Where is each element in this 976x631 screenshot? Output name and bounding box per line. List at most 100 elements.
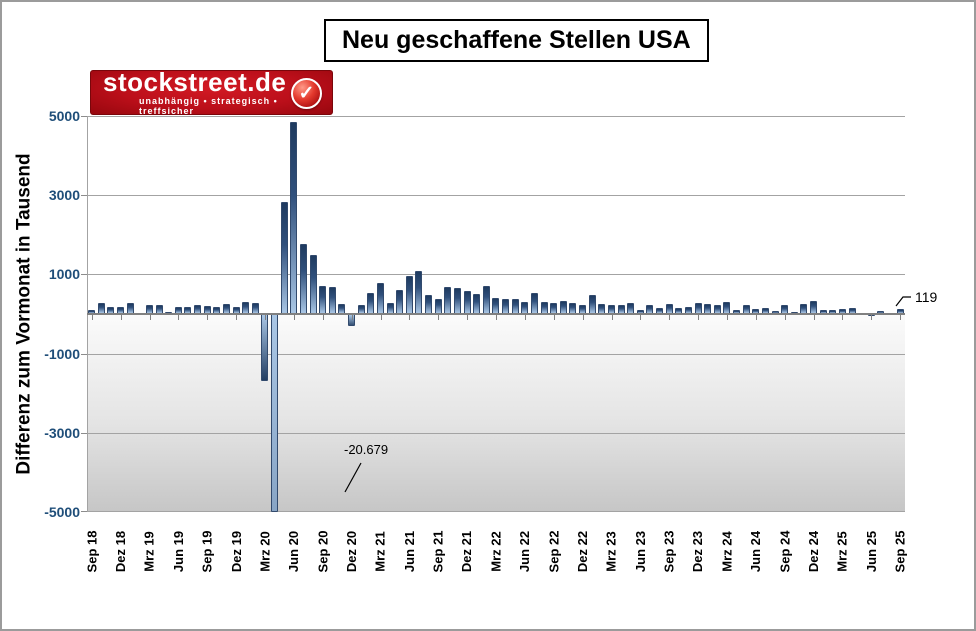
x-tick-label: Dez 18 (113, 530, 129, 572)
bar (473, 294, 481, 314)
chart-title: Neu geschaffene Stellen USA (342, 26, 691, 54)
logo-brand-text: stockstreet.de (103, 67, 287, 97)
x-tick-label-wrap: Sep 19 (176, 518, 238, 584)
quarter-tick (727, 315, 728, 320)
quarter-tick (900, 315, 902, 320)
x-tick-label-wrap: Jun 20 (263, 518, 325, 584)
quarter-tick (669, 315, 671, 320)
x-tick-label-wrap: Jun 19 (147, 518, 209, 584)
x-tick-label: Sep 24 (777, 530, 793, 572)
x-tick-label-wrap: Jun 24 (725, 518, 787, 584)
bar (511, 298, 519, 314)
y-tick-label: 1000 (48, 266, 80, 283)
quarter-tick (553, 315, 555, 320)
bar (434, 299, 442, 314)
x-tick-label: Sep 19 (199, 530, 215, 572)
bar (502, 299, 509, 314)
x-tick-label: Dez 24 (806, 530, 822, 572)
quarter-tick (120, 315, 122, 320)
stockstreet-logo: stockstreet.de unabhängig • strategisch … (90, 67, 333, 116)
x-tick-label-wrap: Jun 21 (378, 518, 440, 584)
x-tick-label-wrap: Mrz 24 (696, 518, 758, 584)
quarter-tick (698, 315, 700, 320)
bar (271, 314, 278, 512)
quarter-tick (178, 315, 180, 320)
y-axis-tick (81, 432, 87, 434)
x-tick-label-wrap: Sep 18 (61, 518, 123, 584)
x-tick-label: Jun 20 (286, 530, 302, 572)
bar (309, 255, 317, 314)
x-tick-label: Dez 19 (228, 530, 244, 572)
x-tick-label: Mrz 25 (834, 530, 850, 572)
quarter-tick (380, 315, 382, 320)
quarter-tick (438, 315, 440, 320)
x-tick-label: Dez 23 (690, 530, 706, 572)
x-tick-label-wrap: Dez 18 (90, 518, 152, 584)
x-tick-label-wrap: Sep 22 (523, 518, 585, 584)
quarter-tick (871, 315, 873, 320)
bar (261, 314, 269, 381)
gridline (87, 274, 905, 275)
x-tick-label-wrap: Sep 23 (638, 518, 700, 584)
bar (444, 287, 452, 314)
bar (290, 122, 298, 314)
quarter-tick (91, 315, 93, 320)
x-tick-label-wrap: Sep 20 (292, 518, 354, 584)
y-axis-tick (81, 511, 87, 512)
x-tick-label-wrap: Mrz 20 (234, 518, 296, 584)
x-tick-label: Sep 23 (661, 530, 677, 572)
x-tick-label-wrap: Jun 23 (609, 518, 671, 584)
x-tick-label: Mrz 21 (373, 530, 388, 572)
x-tick-label: Jun 25 (863, 530, 879, 572)
quarter-tick (293, 315, 295, 320)
quarter-tick (236, 315, 238, 320)
check-icon: ✓ (291, 78, 322, 109)
bar (453, 288, 461, 314)
x-tick-label-wrap: Dez 22 (552, 518, 614, 584)
plot-area (87, 116, 905, 512)
x-tick-label-wrap: Mrz 19 (119, 518, 181, 584)
x-tick-label: Sep 25 (892, 530, 908, 572)
quarter-tick (207, 315, 209, 320)
y-tick-label: -3000 (44, 424, 80, 441)
quarter-tick (842, 315, 844, 320)
x-tick-label-wrap: Jun 22 (494, 518, 556, 584)
x-tick-label: Jun 24 (748, 530, 764, 572)
bar (376, 282, 384, 314)
x-tick-label: Sep 20 (315, 530, 331, 572)
negative-region-background (87, 314, 905, 512)
quarter-tick (467, 315, 469, 320)
y-axis-tick (81, 195, 87, 197)
y-axis-tick (81, 274, 87, 276)
bar (328, 287, 336, 314)
x-tick-label: Mrz 19 (142, 530, 158, 572)
bar (463, 290, 471, 314)
quarter-tick (322, 315, 324, 320)
bar (319, 285, 327, 314)
quarter-tick (351, 315, 353, 320)
x-tick-label-wrap: Mrz 23 (581, 518, 643, 584)
x-tick-label: Sep 18 (84, 530, 100, 572)
x-tick-label-wrap: Dez 19 (205, 518, 267, 584)
x-tick-label: Dez 21 (459, 530, 475, 572)
x-tick-label-wrap: Dez 20 (321, 518, 383, 584)
x-tick-label-wrap: Mrz 25 (811, 518, 873, 584)
bar (396, 289, 404, 314)
x-tick-label: Jun 19 (170, 530, 186, 572)
y-axis-tick (81, 353, 87, 355)
gridline (87, 195, 905, 196)
x-tick-label: Dez 20 (344, 530, 360, 572)
bar (588, 295, 596, 314)
y-tick-label: 3000 (48, 187, 80, 204)
quarter-tick (582, 315, 584, 320)
bar (482, 285, 490, 314)
x-tick-label-wrap: Sep 24 (754, 518, 816, 584)
logo-tagline: unabhängig • strategisch • treffsicher (139, 96, 278, 116)
gridline (87, 511, 905, 512)
bar (415, 270, 423, 314)
gridline (87, 116, 905, 117)
bar (367, 292, 375, 314)
x-tick-label: Sep 22 (546, 530, 562, 572)
quarter-tick (524, 315, 526, 320)
